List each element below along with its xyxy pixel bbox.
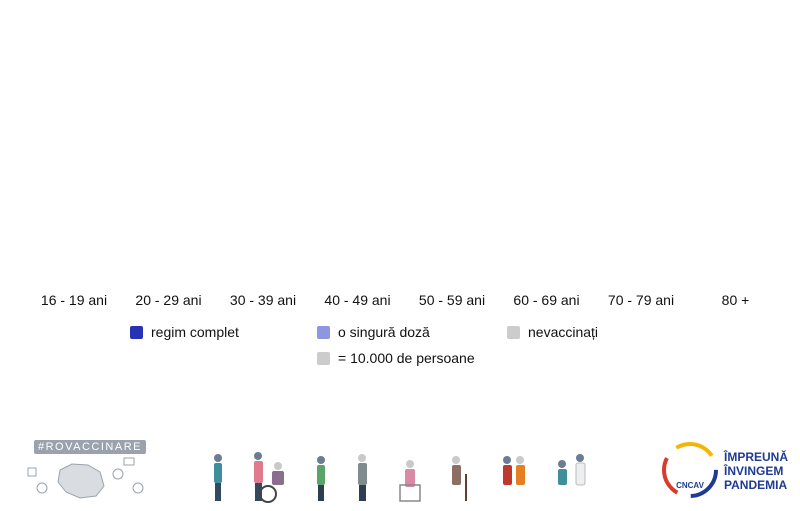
footer-illustration: CNCAV (27, 442, 718, 503)
category-label: 40 - 49 ani (324, 292, 391, 308)
legend-unvaccinated-label: nevaccinați (528, 324, 599, 340)
legend-unit-swatch (317, 351, 330, 365)
cncav-badge-text: CNCAV (676, 481, 705, 490)
category-label: 60 - 69 ani (513, 292, 580, 308)
category-label: 30 - 39 ani (229, 292, 297, 308)
legend-unvaccinated: nevaccinați (507, 324, 598, 340)
legend-complete-label: regim complet (151, 324, 239, 340)
logo-line-3: PANDEMIA (724, 478, 788, 492)
legend-unit: = 10.000 de persoane (317, 350, 475, 366)
hashtag-label: #ROVACCINARE (34, 440, 146, 454)
category-label: 16 - 19 ani (40, 292, 108, 308)
logo-line-2: ÎNVINGEM (724, 464, 784, 478)
people-illustration (214, 452, 586, 503)
legend-complete-swatch (130, 325, 143, 339)
category-label: 70 - 79 ani (607, 292, 675, 308)
legend-unit-label: = 10.000 de persoane (338, 350, 475, 366)
legend-single-label: o singură doză (338, 324, 430, 340)
map-icon (27, 457, 144, 499)
category-label: 50 - 59 ani (418, 292, 486, 308)
category-label: 80 + (721, 292, 750, 308)
logo-text: ÎMPREUNĂ ÎNVINGEM PANDEMIA (724, 450, 788, 492)
legend-complete: regim complet (130, 324, 239, 340)
legend-unvaccinated-swatch (507, 325, 520, 339)
category-label: 20 - 29 ani (135, 292, 202, 308)
legend-single-swatch (317, 325, 330, 339)
legend-single: o singură doză (317, 324, 430, 340)
cncav-logo-icon: CNCAV (662, 442, 718, 498)
footer: CNCAV #ROVACCINARE ÎMPREUNĂ ÎNVINGEM PAN… (0, 430, 800, 506)
logo-line-1: ÎMPREUNĂ (724, 450, 789, 464)
waffle-chart (0, 0, 800, 290)
